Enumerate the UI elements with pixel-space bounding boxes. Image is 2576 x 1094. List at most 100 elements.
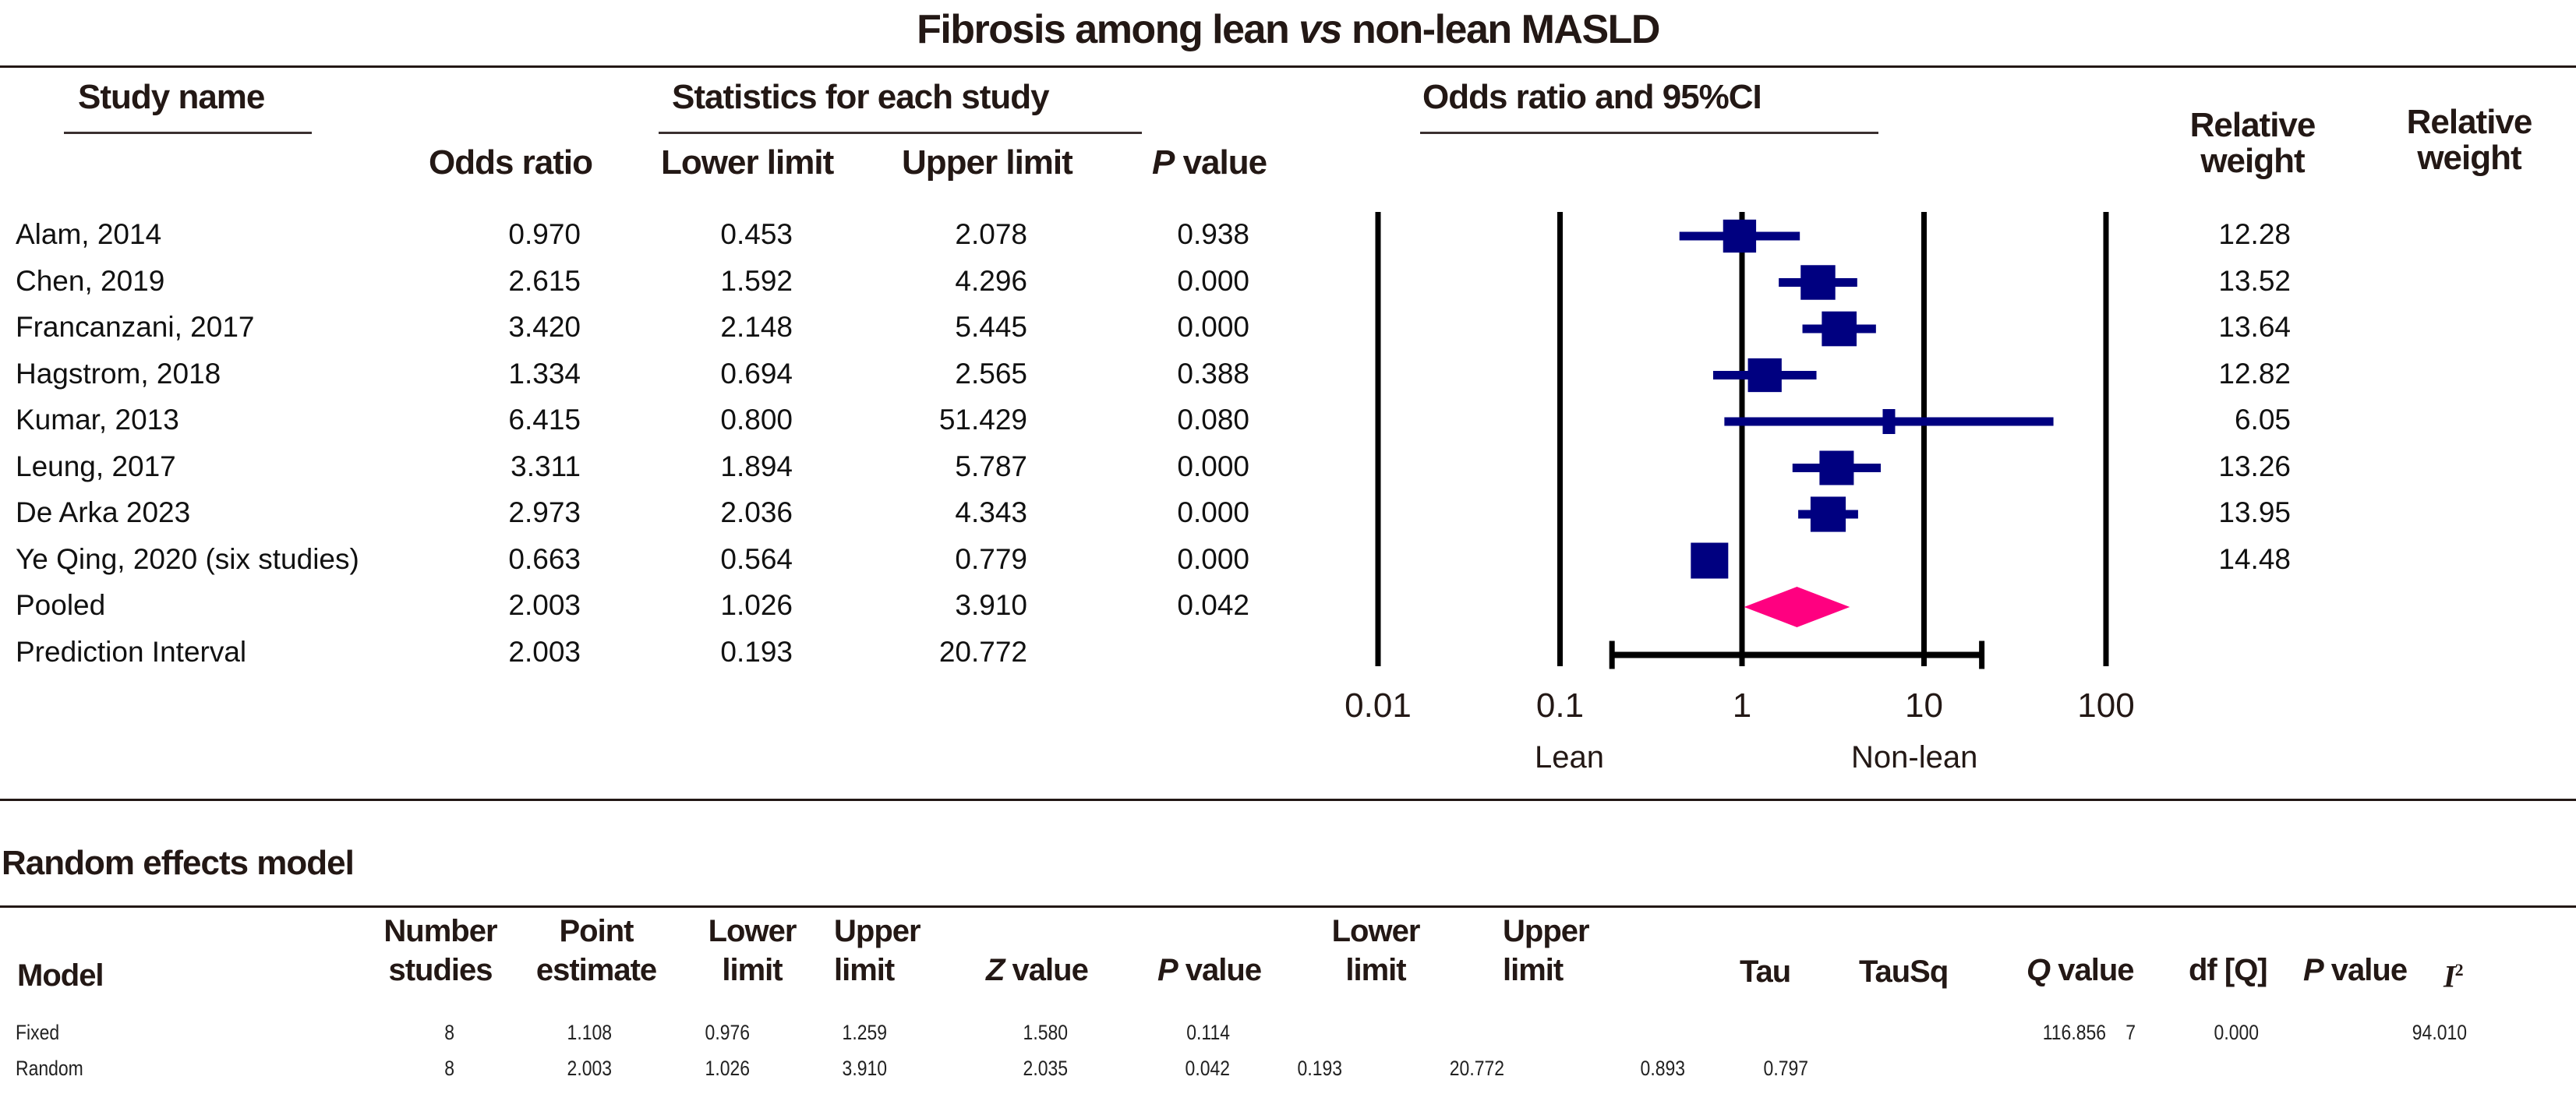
lower-limit-cell: 1.026 [720,589,793,621]
random-effects-rule [0,905,2576,908]
re-header-pi-upper-limit: Upper limit [1503,912,1627,990]
p-value-cell: 0.000 [1177,311,1249,343]
re-header-lower-limit: Lower limit [694,912,811,990]
upper-limit-cell: 5.445 [955,311,1027,343]
lower-limit-cell: 0.564 [720,542,793,575]
p-italic: P [1157,953,1178,987]
upper-limit-cell: 4.343 [955,496,1027,528]
lower-limit-cell: 0.694 [720,357,793,390]
study-name-cell: Alam, 2014 [16,218,162,250]
re-pi-upper-cell: 20.772 [1449,1057,1504,1080]
odds-ratio-cell: 3.420 [508,311,581,343]
rw1-line2: weight [2200,142,2305,180]
re-lower-limit-cell: 1.026 [705,1057,750,1080]
p-value-cell: 0.080 [1177,404,1249,436]
re-tausq-cell: 0.797 [1763,1057,1808,1080]
h-line: Lower [708,914,797,948]
top-rule [0,65,2576,68]
h-line: Lower [1331,914,1421,948]
relative-weight-cell: 6.05 [2234,404,2291,436]
re-tau-cell: 0.893 [1640,1057,1685,1080]
re-header-tau: Tau [1740,955,1791,989]
odds-ratio-cell: 2.003 [508,635,581,668]
upper-limit-cell: 0.779 [955,542,1027,575]
p-value-cell: 0.938 [1177,218,1249,250]
p-value-cell: 0.000 [1177,496,1249,528]
re-header-tausq: TauSq [1859,955,1949,989]
random-effects-title: Random effects model [2,844,355,882]
relative-weight-cell: 12.28 [2218,218,2291,250]
title-part-1: Fibrosis among lean [917,7,1299,52]
re-df-cell: 7 [2125,1021,2136,1044]
chart-title: Fibrosis among lean vs non-lean MASLD [0,6,2576,53]
re-model-cell: Fixed [16,1021,60,1044]
re-header-z-value: Z value [986,951,1089,990]
h-line: Point [559,914,634,948]
study-marker [1882,409,1896,434]
odds-ratio-cell: 2.973 [508,496,581,528]
odds-ratio-cell: 2.615 [508,264,581,297]
h-line: limit [1345,953,1406,987]
rw2-line1: Relative [2406,103,2533,141]
z-italic: Z [986,953,1005,987]
header-relative-weight-2: Relative weight [2391,104,2547,176]
re-header-upper-limit: Upper limit [834,912,951,990]
p-value-cell: 0.000 [1177,450,1249,482]
re-point-estimate-cell: 2.003 [567,1057,612,1080]
h-line: estimate [535,953,657,987]
header-upper-limit: Upper limit [902,143,1073,182]
i-sup: 2 [2454,960,2464,979]
re-header-i-squared: I2 [2443,951,2464,996]
re-p-value-2-cell: 0.000 [2214,1021,2259,1044]
odds-ratio-cell: 0.970 [508,218,581,250]
study-name-cell: De Arka 2023 [16,496,191,528]
header-relative-weight-1: Relative weight [2175,108,2330,179]
study-name-cell: Kumar, 2013 [16,404,179,436]
lower-limit-cell: 2.036 [720,496,793,528]
re-model-cell: Random [16,1057,83,1080]
p-value-cell: 0.000 [1177,264,1249,297]
re-header-pi-lower-limit: Lower limit [1313,912,1438,990]
z-rest: value [1004,953,1089,987]
axis-label-non-lean: Non-lean [1851,740,1978,775]
study-marker [1800,265,1836,300]
tick-label: 0.01 [1345,686,1412,725]
p-italic: P [1152,143,1175,182]
middle-rule [0,799,2576,801]
upper-limit-cell: 5.787 [955,450,1027,482]
q-rest: value [2050,953,2134,987]
header-lower-limit: Lower limit [661,143,834,182]
re-header-p-value: P value [1157,951,1262,990]
statistics-underline [659,132,1142,134]
relative-weight-cell: 13.95 [2218,496,2291,528]
re-number-studies-cell: 8 [444,1057,454,1080]
re-header-p-value-2: P value [2303,951,2408,990]
tick-label: 10 [1905,686,1943,725]
odds-ratio-cell: 1.334 [508,357,581,390]
p-value-cell: 0.388 [1177,357,1249,390]
header-p-value: P value [1152,143,1267,182]
odds-ratio-cell: 3.311 [511,450,581,482]
study-name-cell: Leung, 2017 [16,450,176,482]
lower-limit-cell: 1.894 [720,450,793,482]
re-p-value-cell: 0.042 [1185,1057,1230,1080]
lower-limit-cell: 0.193 [720,635,793,668]
re-number-studies-cell: 8 [444,1021,454,1044]
lower-limit-cell: 1.592 [720,264,793,297]
upper-limit-cell: 51.429 [938,404,1027,436]
p-italic: P [2303,953,2324,987]
pooled-diamond [1744,587,1850,627]
study-marker [1819,450,1854,485]
p-rest: value [1177,953,1262,987]
odds-ratio-cell: 6.415 [508,404,581,436]
study-name-cell: Prediction Interval [16,635,247,668]
odds-ratio-cell: 2.003 [508,589,581,621]
study-name-cell: Pooled [16,589,106,621]
header-odds-ratio: Odds ratio [429,143,593,182]
title-part-vs: vs [1299,7,1342,52]
title-part-2: non-lean MASLD [1341,7,1660,52]
header-study-name: Study name [78,78,265,116]
re-q-value-cell: 116.856 [2042,1021,2106,1044]
h-line: Upper [1503,914,1590,948]
re-p-value-cell: 0.114 [1186,1021,1230,1044]
